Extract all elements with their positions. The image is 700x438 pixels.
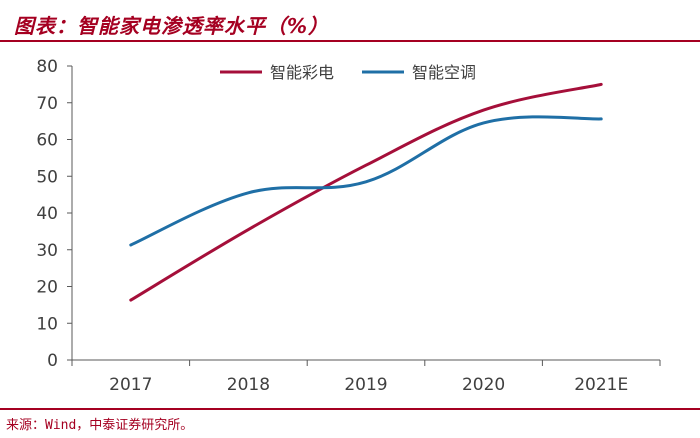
- y-tick-label: 10: [36, 314, 58, 334]
- source-note: 来源：Wind，中泰证券研究所。: [6, 418, 194, 433]
- chart-title: 图表：智能家电渗透率水平（%）: [14, 14, 330, 38]
- legend: 智能彩电 智能空调: [220, 63, 476, 82]
- y-tick-label: 50: [36, 167, 58, 187]
- chart-area: 0 10 20 30 40 50 60 70 80 2017 2018 2019 2020 2021E …: [0, 44, 700, 404]
- series-lines: [129, 82, 603, 302]
- series-line-smart-ac: [129, 115, 603, 247]
- y-tick-label: 60: [36, 131, 58, 151]
- legend-item-smart-tv: 智能彩电: [220, 63, 334, 82]
- legend-label: 智能空调: [412, 63, 476, 82]
- x-tick-label: 2017: [109, 375, 152, 395]
- footer-divider: [0, 408, 700, 410]
- y-tick-label: 70: [36, 94, 58, 114]
- title-divider: [0, 40, 700, 42]
- x-tick-label: 2019: [344, 375, 387, 395]
- y-tick-label: 40: [36, 204, 58, 224]
- y-axis: 0 10 20 30 40 50 60 70 80: [36, 57, 73, 371]
- x-tick-label: 2020: [462, 375, 505, 395]
- x-tick-label: 2021E: [574, 375, 628, 395]
- y-tick-label: 30: [36, 241, 58, 261]
- x-axis: 2017 2018 2019 2020 2021E: [71, 359, 661, 395]
- legend-label: 智能彩电: [270, 63, 334, 82]
- legend-item-smart-ac: 智能空调: [362, 63, 476, 82]
- y-tick-label: 80: [36, 57, 58, 77]
- y-tick-label: 0: [47, 351, 58, 371]
- y-tick-label: 20: [36, 278, 58, 298]
- x-tick-label: 2018: [227, 375, 270, 395]
- title-bar: 图表：智能家电渗透率水平（%）: [0, 0, 700, 40]
